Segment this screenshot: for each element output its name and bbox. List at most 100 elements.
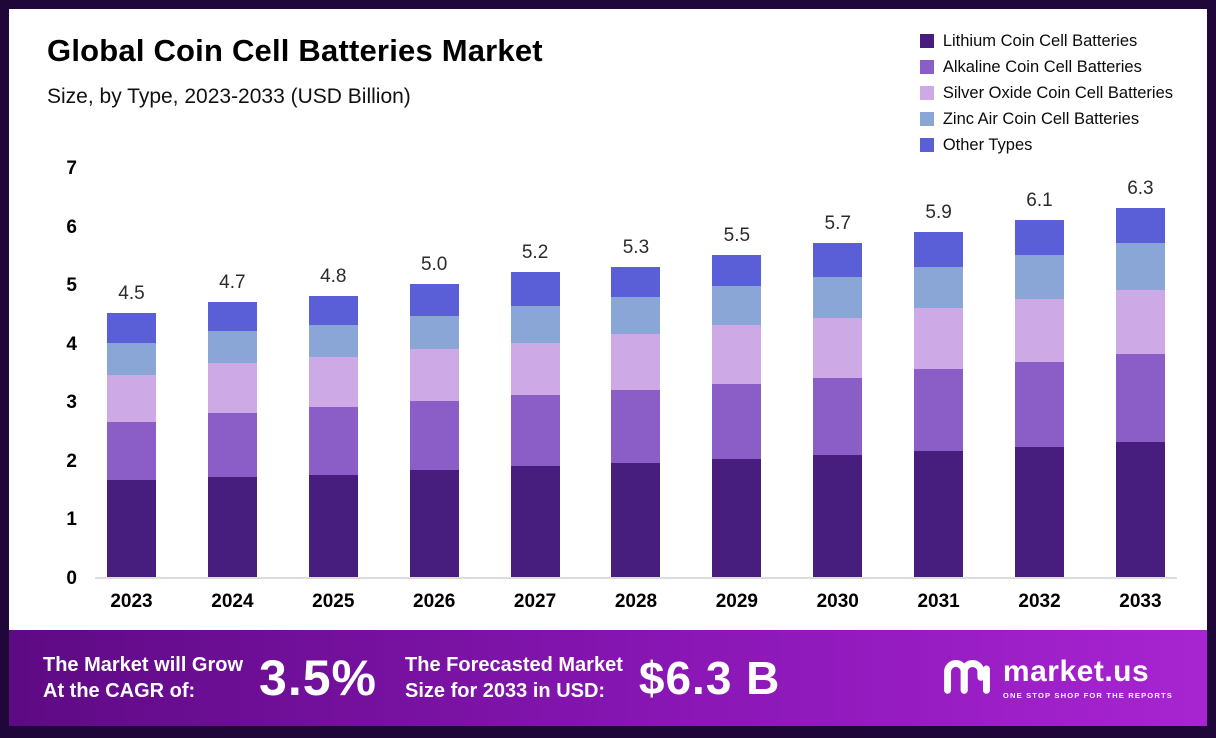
legend-label: Silver Oxide Coin Cell Batteries — [942, 84, 1173, 102]
legend-label: Other Types — [942, 136, 1033, 154]
bar-segment — [409, 401, 459, 471]
chart-row: 0 1 2 3 4 5 6 7 4.5 4.7 4.8 5.0 5.2 5.3 5.5 5.7 5.9 6.1 6… — [47, 158, 1177, 589]
bar-segment — [409, 316, 459, 349]
bar-segment — [712, 254, 762, 286]
bar-2025: 4.8 — [308, 169, 358, 577]
bar-stack — [308, 295, 358, 577]
logo-name: market.us — [1002, 654, 1150, 688]
x-tick-label: 2024 — [211, 591, 254, 612]
x-tick-label: 2033 — [1119, 591, 1162, 612]
bar-stack — [712, 254, 762, 577]
bar-segment — [308, 407, 358, 475]
logo-text-block: market.us ONE STOP SHOP FOR THE REPORTS — [1002, 654, 1173, 700]
bar-segment — [611, 462, 661, 577]
cagr-label-line1: The Market will Grow — [43, 654, 244, 676]
bar-total-label: 5.3 — [622, 236, 650, 258]
bar-segment — [712, 383, 762, 459]
legend-swatch — [919, 86, 934, 100]
bar-segment — [308, 357, 358, 408]
bar-segment — [1015, 298, 1065, 363]
y-tick-label: 6 — [66, 216, 77, 238]
bar-total-label: 5.2 — [521, 242, 549, 264]
bar-stack — [107, 313, 156, 577]
legend-swatch — [919, 34, 934, 48]
marketus-logo-icon — [942, 656, 992, 700]
x-tick-label: 2023 — [110, 591, 153, 612]
y-tick-label: 2 — [66, 450, 77, 472]
y-tick-label: 3 — [66, 392, 77, 414]
bar-segment — [1015, 254, 1065, 299]
bar-stack — [409, 284, 459, 577]
bar-segment — [207, 331, 257, 364]
cagr-value: 3.5% — [259, 650, 378, 706]
y-tick-label: 1 — [66, 509, 77, 531]
bar-2027: 5.2 — [510, 169, 560, 577]
bar-total-label: 5.5 — [723, 224, 751, 246]
legend-swatch — [919, 60, 934, 74]
bar-stack — [207, 301, 257, 577]
x-axis-spacer — [47, 591, 95, 613]
cagr-label-line2: At the CAGR of: — [43, 680, 196, 702]
bar-segment — [308, 295, 358, 326]
forecast-label: The Forecasted Market Size for 2033 in U… — [405, 652, 623, 704]
bar-stack — [1115, 208, 1165, 577]
y-tick-label: 5 — [66, 275, 77, 297]
legend-label: Lithium Coin Cell Batteries — [942, 32, 1138, 50]
bar-segment — [611, 389, 661, 463]
bar-segment — [207, 363, 257, 414]
bar-segment — [1115, 243, 1165, 291]
bar-segment — [1015, 362, 1065, 447]
bar-segment — [712, 285, 762, 326]
logo-tagline: ONE STOP SHOP FOR THE REPORTS — [1002, 690, 1173, 700]
y-axis: 0 1 2 3 4 5 6 7 — [47, 158, 95, 589]
bar-stack — [1015, 219, 1065, 577]
bar-segment — [510, 342, 560, 396]
bar-segment — [914, 231, 964, 267]
bar-segment — [813, 277, 863, 319]
x-tick-label: 2030 — [816, 591, 859, 612]
legend-label: Alkaline Coin Cell Batteries — [942, 58, 1142, 76]
bar-stack — [611, 266, 661, 577]
chart-header: Global Coin Cell Batteries Market Size, … — [47, 27, 1177, 155]
bar-segment — [510, 465, 560, 577]
bar-segment — [107, 421, 156, 481]
y-tick-label: 4 — [66, 333, 77, 355]
bar-2023: 4.5 — [107, 169, 156, 577]
bar-segment — [409, 348, 459, 402]
bar-segment — [510, 395, 560, 466]
bar-total-label: 4.8 — [320, 265, 347, 287]
bar-segment — [1115, 208, 1165, 244]
bar-segment — [712, 325, 762, 384]
x-axis-labels: 2023 2024 2025 2026 2027 2028 2029 2030 2031 2032… — [95, 591, 1177, 613]
bar-segment — [914, 369, 964, 452]
bar-segment — [1015, 219, 1065, 255]
bar-segment — [611, 266, 661, 298]
bar-segment — [510, 272, 560, 307]
bar-segment — [510, 306, 560, 343]
marketus-logo: market.us ONE STOP SHOP FOR THE REPORTS — [942, 656, 1173, 700]
y-tick-label: 0 — [66, 568, 77, 589]
bar-segment — [1115, 442, 1165, 577]
bar-total-label: 5.0 — [420, 254, 448, 276]
bar-segment — [207, 301, 257, 332]
plot-area: 4.5 4.7 4.8 5.0 5.2 5.3 5.5 5.7 5.9 6.1 6.3 — [95, 169, 1177, 579]
bar-segment — [1115, 290, 1165, 355]
bar-segment — [611, 334, 661, 390]
x-tick-label: 2027 — [513, 591, 557, 612]
bar-segment — [409, 284, 459, 317]
chart-legend: Lithium Coin Cell Batteries Alkaline Coin… — [919, 27, 1177, 155]
chart-panel: Global Coin Cell Batteries Market Size, … — [9, 9, 1207, 630]
bar-segment — [611, 297, 661, 335]
bar-2029: 5.5 — [712, 169, 762, 577]
bar-2032: 6.1 — [1015, 169, 1065, 577]
legend-item: Alkaline Coin Cell Batteries — [919, 57, 1173, 77]
bar-segment — [1015, 447, 1065, 577]
bar-total-label: 5.9 — [925, 201, 952, 223]
legend-item: Zinc Air Coin Cell Batteries — [919, 109, 1173, 129]
x-tick-label: 2026 — [413, 591, 456, 612]
bar-segment — [308, 325, 358, 358]
bar-total-label: 4.5 — [118, 283, 145, 305]
bar-total-label: 5.7 — [824, 213, 851, 235]
bar-segment — [813, 377, 863, 456]
